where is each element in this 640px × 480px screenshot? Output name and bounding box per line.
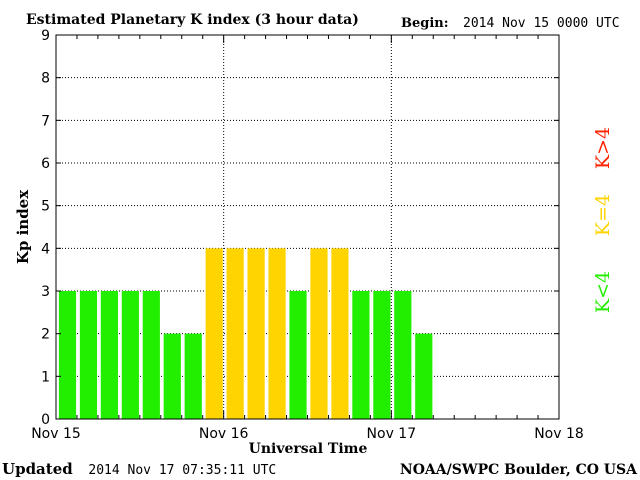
x-tick-label: Nov 15 xyxy=(31,426,81,442)
kp-bar xyxy=(226,248,244,419)
kp-bar xyxy=(310,248,328,419)
kp-bar xyxy=(415,333,433,419)
y-tick-label: 4 xyxy=(41,241,50,257)
gridlines xyxy=(56,35,559,419)
updated-label: Updated xyxy=(2,460,73,478)
kp-bar xyxy=(268,248,286,419)
x-axis-ticks: Nov 15 Nov 16 Nov 17 Nov 18 xyxy=(31,35,584,442)
kp-bar xyxy=(289,291,307,419)
kp-bar xyxy=(100,291,118,419)
kp-bar xyxy=(142,291,160,419)
bars xyxy=(58,248,433,419)
kp-bar xyxy=(247,248,265,419)
x-tick-label: Nov 18 xyxy=(534,426,584,442)
y-tick-label: 5 xyxy=(41,199,50,215)
y-tick-label: 6 xyxy=(41,156,50,172)
y-tick-label: 1 xyxy=(41,369,50,385)
y-tick-label: 3 xyxy=(41,284,50,300)
kp-bar xyxy=(79,291,98,419)
legend-k-equal-4: K=4 xyxy=(592,194,614,236)
source-credit: NOAA/SWPC Boulder, CO USA xyxy=(400,462,638,478)
kp-bar xyxy=(394,291,412,419)
begin-value: 2014 Nov 15 0000 UTC xyxy=(463,16,620,31)
kp-bar xyxy=(331,248,349,419)
x-tick-label: Nov 17 xyxy=(367,426,417,442)
kp-bar xyxy=(205,248,223,419)
y-tick-label: 2 xyxy=(41,327,50,343)
y-tick-label: 8 xyxy=(41,71,50,87)
x-tick-label: Nov 16 xyxy=(199,426,249,442)
updated-line: Updated 2014 Nov 17 07:35:11 UTC xyxy=(2,459,276,478)
y-axis-label: Kp index xyxy=(14,189,32,264)
legend-k-below-4: K<4 xyxy=(592,271,614,313)
kp-bar xyxy=(373,291,391,419)
chart-title: Estimated Planetary K index (3 hour data… xyxy=(26,12,359,28)
y-tick-label: 9 xyxy=(41,28,50,44)
begin-label: Begin: xyxy=(401,16,449,31)
updated-value: 2014 Nov 17 07:35:11 UTC xyxy=(88,463,276,478)
y-tick-label: 7 xyxy=(41,113,50,129)
kp-bar xyxy=(163,333,181,419)
kp-bar xyxy=(184,333,202,419)
kp-bar xyxy=(121,291,139,419)
kp-bar xyxy=(352,291,370,419)
y-tick-label: 0 xyxy=(41,412,50,428)
y-axis-ticks: 0 1 2 3 4 5 6 7 8 9 xyxy=(41,28,559,428)
legend-k-above-4: K>4 xyxy=(592,127,614,169)
kp-bar xyxy=(58,291,77,419)
x-axis-label: Universal Time xyxy=(249,441,368,457)
